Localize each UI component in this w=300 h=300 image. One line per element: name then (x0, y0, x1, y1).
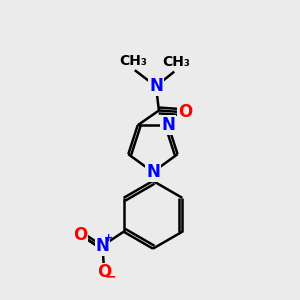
Text: N: N (146, 163, 160, 181)
Text: N: N (161, 116, 175, 134)
Text: CH₃: CH₃ (163, 55, 190, 69)
Text: +: + (104, 233, 113, 244)
Text: O: O (73, 226, 87, 244)
Text: CH₃: CH₃ (119, 54, 147, 68)
Text: N: N (149, 77, 163, 95)
Text: O: O (178, 103, 193, 121)
Text: O: O (97, 263, 111, 281)
Text: −: − (105, 269, 116, 284)
Text: N: N (95, 237, 110, 255)
